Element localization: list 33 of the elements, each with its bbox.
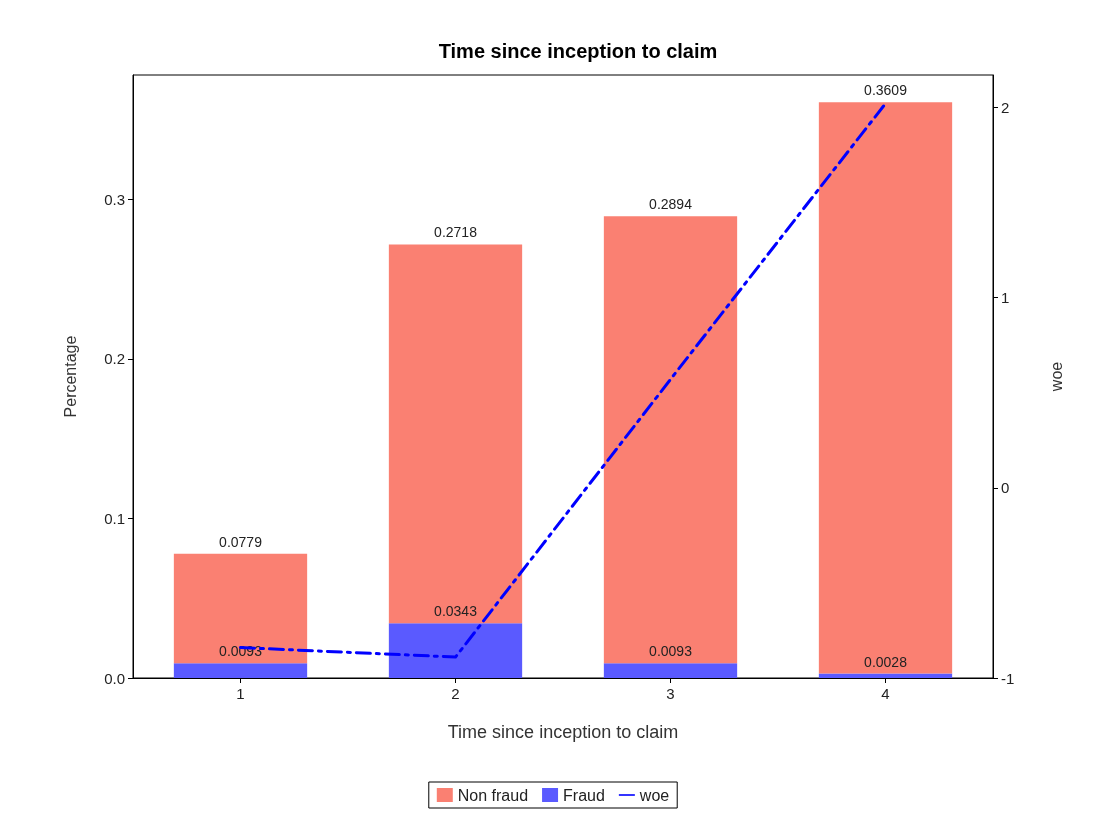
bar [603,663,738,678]
x-tick-label: 3 [666,685,675,702]
y-tick-label: 0.2 [104,350,125,368]
bar [388,244,523,624]
y-tick-label: 0.1 [104,509,125,527]
y2-tick-label: 2 [1001,98,1010,116]
y2-tick-label: -1 [1001,669,1015,687]
bar [173,663,308,678]
total-label: 0.2718 [434,224,478,241]
total-label: 0.3609 [864,82,908,99]
bar [173,553,308,664]
bar [603,216,738,664]
y2-tick-label: 1 [1001,289,1010,307]
x-tick-label: 2 [451,685,460,702]
y2-tick-label: 0 [1001,479,1010,497]
legend-label: Fraud [563,786,605,804]
data-label: 0.0093 [649,643,693,660]
x-tick-label: 4 [881,685,890,702]
data-label: 0.0343 [434,603,478,620]
y-tick-label: 0.0 [104,669,125,687]
data-label: 0.0028 [864,653,908,670]
total-label: 0.2894 [649,196,693,213]
x-axis-title: Time since inception to claim [447,722,679,742]
y-axis-title: Percentage [61,335,79,418]
chart-title: Time since inception to claim [438,40,718,62]
x-tick-label: 1 [236,685,245,702]
y-tick-label: 0.3 [104,190,125,208]
bar [388,623,523,678]
bar [818,102,953,674]
legend-label: Non fraud [457,786,529,804]
total-label: 0.0779 [219,533,263,550]
y2-axis-title: woe [1047,361,1065,393]
legend-label: woe [638,786,670,804]
